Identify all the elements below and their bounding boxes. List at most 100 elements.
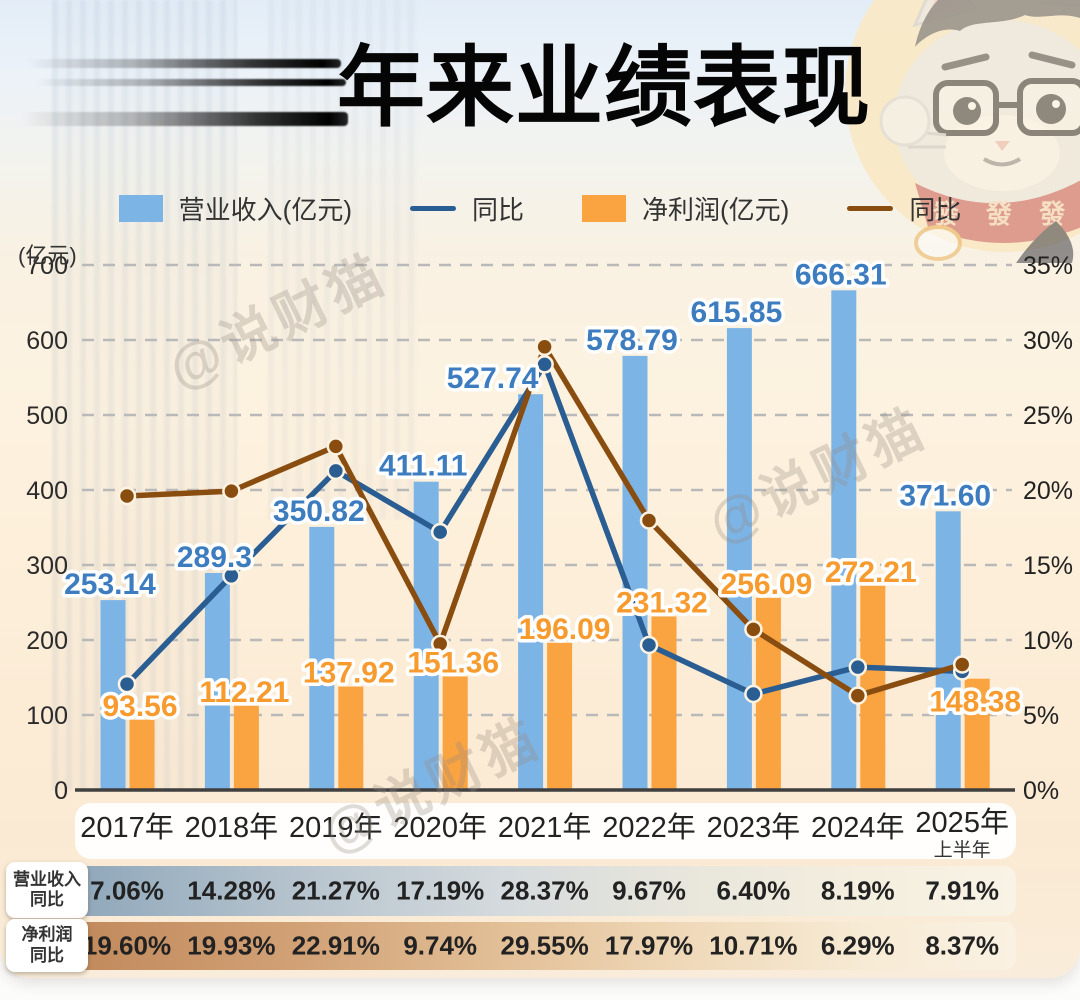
revenue-value-label: 666.31: [795, 258, 887, 291]
revenue-bar-swatch-icon: [118, 195, 163, 222]
x-axis-label: 2023年: [707, 814, 801, 843]
year-text: 2023年: [706, 812, 801, 844]
cat-paw: [879, 95, 931, 147]
revenue-yoy-value: 9.67%: [612, 875, 686, 906]
year-text: 2020年: [393, 812, 487, 844]
营业收入同比-point: [744, 684, 763, 704]
cat-hair: [915, 0, 1080, 47]
year-text: 2017年: [80, 812, 174, 844]
profit-value-label: 151.36: [407, 647, 499, 680]
profit-yoy-value: 10.71%: [709, 930, 798, 961]
营业收入同比-point: [326, 461, 346, 481]
revenue-yoy-row-label: 营业收入 同比: [6, 862, 88, 918]
page-title: 年来业绩表现: [337, 38, 872, 137]
revenue-yoy-label-line2: 同比: [30, 890, 64, 909]
营业收入(亿元)-bar: [309, 526, 335, 790]
right-axis-tick: 15%: [1023, 552, 1073, 580]
left-axis-tick: 400: [26, 477, 68, 505]
cat-shoulder: [1016, 221, 1074, 263]
cat-figure: 發 發 發 ✦ ✦: [879, 0, 1080, 263]
净利润同比-point: [117, 486, 137, 506]
revenue-yoy-value: 28.37%: [500, 875, 589, 906]
profit-yoy-value: 29.55%: [500, 930, 589, 961]
净利润同比-point: [326, 437, 346, 456]
left-axis-tick: 300: [26, 552, 68, 580]
营业收入(亿元)-bar: [726, 328, 752, 790]
year-text: 2018年: [184, 812, 279, 844]
cat-brow-left: [941, 53, 990, 71]
right-axis-tick: 30%: [1023, 327, 1073, 355]
profit-yoy-value: 22.91%: [291, 930, 380, 961]
revenue-yoy-label-line1: 营业收入: [13, 869, 81, 889]
profit-yoy-value: 19.93%: [187, 930, 276, 961]
profit-value-label: 196.09: [519, 613, 611, 646]
x-axis-label: 2020年: [393, 814, 487, 843]
revenue-value-label: 371.60: [899, 479, 991, 512]
legend-label-revenue-yoy: 同比: [471, 195, 524, 225]
legend-label-profit-yoy: 同比: [909, 195, 962, 225]
blur-streak-3: [20, 112, 348, 126]
profit-yoy-label-line2: 同比: [30, 945, 64, 965]
legend-label-profit: 净利润(亿元): [642, 195, 790, 225]
净利润同比-point: [848, 686, 868, 705]
building-photo-backdrop-2: [268, 0, 418, 520]
profit-yoy-value: 19.60%: [82, 930, 172, 961]
eye-glint: [968, 102, 976, 110]
x-axis-label: 2021年: [498, 814, 592, 843]
净利润同比-point: [952, 655, 972, 674]
bandana-text: 發 發 發: [932, 199, 1075, 229]
profit-yoy-label-line1: 净利润: [21, 925, 73, 945]
right-axis-tick: 35%: [1023, 252, 1073, 280]
mascot-cat: 發 發 發 ✦ ✦: [845, 0, 1080, 263]
blur-streak-2: [34, 79, 346, 86]
revenue-yoy-value: 17.19%: [396, 875, 485, 906]
right-axis-tick: 25%: [1023, 402, 1073, 430]
营业收入(亿元)-bar: [622, 355, 648, 790]
revenue-yoy-band: 7.06% 14.28% 21.27% 17.19% 28.37% 9.67% 6.40% 8…: [80, 866, 1016, 916]
year-subtext: 上半年: [933, 840, 991, 861]
cat-head: [894, 20, 1080, 220]
净利润(亿元)-bar: [129, 719, 155, 790]
profit-value-label: 112.21: [199, 676, 289, 709]
left-axis-tick: 500: [26, 402, 68, 430]
revenue-value-label: 411.11: [379, 450, 467, 483]
revenue-value-label: 527.74: [447, 362, 539, 395]
净利润(亿元)-bar: [233, 705, 259, 790]
x-axis-label: 2017年: [80, 814, 174, 843]
profit-yoy-value: 8.37%: [925, 930, 1000, 961]
revenue-yoy-value: 7.06%: [90, 875, 164, 906]
cat-brow-right: [1028, 51, 1076, 69]
left-axis-tick: 200: [26, 627, 68, 655]
revenue-yoy-value: 7.91%: [925, 875, 1000, 906]
left-axis-unit: (亿元): [18, 243, 77, 268]
营业收入(亿元)-bar: [831, 290, 857, 790]
cat-mouth: [982, 157, 1022, 167]
profit-value-label: 148.38: [929, 686, 1021, 719]
revenue-yoy-value: 8.19%: [820, 875, 895, 906]
x-axis-label: 2025年 上半年: [915, 809, 1009, 861]
营业收入同比-point: [535, 355, 554, 374]
营业收入同比-point: [639, 635, 659, 655]
mini-cat-icon: [914, 225, 962, 261]
left-axis-tick: 600: [26, 327, 68, 355]
净利润同比-point: [430, 634, 450, 654]
营业收入(亿元)-bar: [100, 600, 126, 790]
x-axis-strip: 2017年 2018年 2019年 2020年 2021年 2022年 2023年 2024年…: [75, 803, 1016, 861]
营业收入(亿元)-bar: [518, 394, 544, 790]
x-axis-label: 2024年: [811, 814, 905, 843]
right-axis-tick: 20%: [1023, 477, 1073, 505]
营业收入(亿元)-bar: [935, 511, 961, 790]
净利润同比-point: [222, 481, 241, 501]
year-text: 2024年: [811, 812, 905, 844]
x-axis-label: 2019年: [289, 814, 383, 843]
净利润(亿元)-bar: [338, 686, 364, 790]
profit-yoy-value: 9.74%: [403, 930, 478, 961]
year-text: 2021年: [497, 812, 592, 844]
revenue-value-label: 253.14: [64, 568, 156, 601]
profit-value-label: 272.21: [825, 556, 917, 589]
净利润同比-point: [535, 337, 554, 357]
revenue-yoy-line-icon: [409, 206, 456, 211]
profit-yoy-band: 19.60% 19.93% 22.91% 9.74% 29.55% 17.97% 10.71…: [80, 922, 1016, 970]
